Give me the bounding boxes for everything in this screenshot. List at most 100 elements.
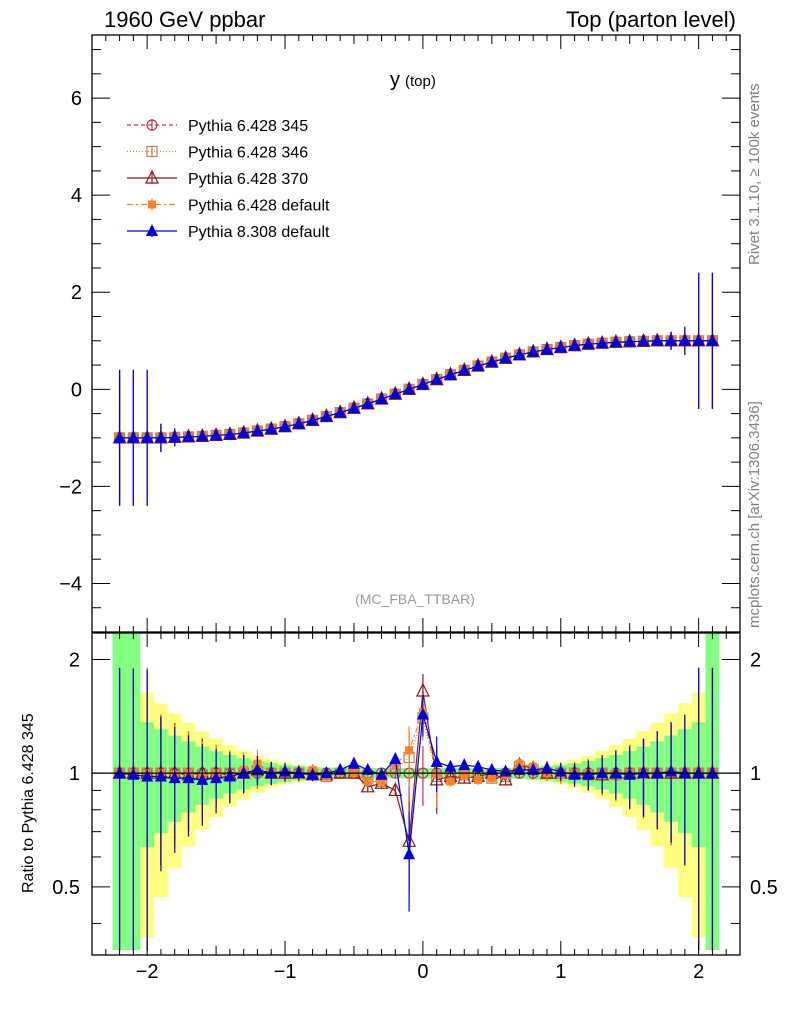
legend-label: Pythia 6.428 346 xyxy=(188,145,308,162)
ratio-point-pythia-8-308-default xyxy=(651,766,664,779)
ratio-y-tick-label: 2 xyxy=(69,649,80,671)
ratio-point-pythia-8-308-default xyxy=(582,767,595,780)
main-line-pythia-8-308-default xyxy=(119,340,713,439)
chart-title: y (top) xyxy=(390,69,436,91)
main-series-layer xyxy=(112,272,720,506)
ratio-point-pythia-8-308-default xyxy=(623,767,636,780)
main-line-pythia-6-428-370 xyxy=(119,340,713,439)
uncertainty-bands xyxy=(112,633,720,951)
ratio-point-pythia-8-308-default xyxy=(472,759,485,772)
main-point-pythia-8-308-default xyxy=(430,372,443,385)
x-tick-label: −2 xyxy=(136,961,159,983)
main-point-pythia-8-308-default xyxy=(596,336,609,349)
main-line-pythia-6-428-346 xyxy=(119,340,713,439)
main-point-pythia-8-308-default xyxy=(513,347,526,360)
legend-label: Pythia 6.428 370 xyxy=(188,171,308,188)
main-point-pythia-8-308-default xyxy=(623,334,636,347)
legend-marker-pythia-6-428-346 xyxy=(146,145,158,158)
x-tick-label: 2 xyxy=(693,961,704,983)
main-point-pythia-8-308-default xyxy=(403,382,416,395)
main-point-pythia-8-308-default xyxy=(609,335,622,348)
ratio-point-pythia-8-308-default xyxy=(251,762,264,775)
ratio-frame xyxy=(91,632,741,956)
main-point-pythia-8-308-default xyxy=(361,396,374,409)
ratio-point-pythia-8-308-default xyxy=(223,769,236,782)
ratio-point-pythia-8-308-default xyxy=(568,767,581,780)
main-point-pythia-8-308-default xyxy=(279,419,292,432)
ratio-point-pythia-8-308-default xyxy=(485,762,498,775)
main-point-pythia-8-308-default xyxy=(141,430,154,443)
ratio-point-pythia-8-308-default xyxy=(334,762,347,775)
ratio-point-pythia-8-308-default xyxy=(361,762,374,775)
main-point-pythia-8-308-default xyxy=(389,387,402,400)
ratio-point-pythia-8-308-default xyxy=(692,766,705,779)
ratio-point-pythia-6-428-default xyxy=(446,777,455,786)
legend-label: Pythia 6.428 345 xyxy=(188,118,308,135)
analysis-watermark: (MC_FBA_TTBAR) xyxy=(355,591,475,607)
chart-title-sub: (top) xyxy=(405,73,436,90)
ratio-point-pythia-8-308-default xyxy=(596,766,609,779)
main-point-pythia-8-308-default xyxy=(665,333,678,346)
main-point-pythia-8-308-default xyxy=(334,405,347,418)
ratio-point-pythia-8-308-default xyxy=(182,771,195,784)
ratio-point-pythia-8-308-default xyxy=(154,769,167,782)
ratio-point-pythia-8-308-default xyxy=(678,766,691,779)
x-tick-label: 1 xyxy=(555,961,566,983)
ratio-y-tick-label: 0.5 xyxy=(52,877,80,899)
main-point-pythia-8-308-default xyxy=(458,363,471,376)
main-point-pythia-8-308-default xyxy=(472,359,485,372)
main-point-pythia-8-308-default xyxy=(706,333,719,346)
main-point-pythia-8-308-default xyxy=(582,337,595,350)
main-point-pythia-8-308-default xyxy=(554,340,567,353)
x-tick-label: 0 xyxy=(417,961,428,983)
main-y-tick-label: 4 xyxy=(71,185,82,207)
legend-marker-pythia-8-308-default xyxy=(146,224,158,236)
main-frame xyxy=(91,34,741,633)
main-y-tick-label: −4 xyxy=(59,573,82,595)
main-point-pythia-8-308-default xyxy=(154,430,167,443)
main-point-pythia-8-308-default xyxy=(320,409,333,422)
ratio-point-pythia-6-428-default xyxy=(405,746,414,755)
ratio-y-tick-label: 1 xyxy=(69,763,80,785)
main-y-tick-label: 2 xyxy=(71,282,82,304)
ratio-point-pythia-8-308-default xyxy=(210,771,223,784)
main-point-pythia-8-308-default xyxy=(375,392,388,405)
main-y-tick-label: 0 xyxy=(71,379,82,401)
main-point-pythia-8-308-default xyxy=(651,333,664,346)
main-point-pythia-8-308-default xyxy=(113,430,126,443)
main-point-pythia-8-308-default xyxy=(182,429,195,442)
ratio-point-pythia-8-308-default xyxy=(513,762,526,775)
main-point-pythia-8-308-default xyxy=(251,424,264,437)
legend-marker-pythia-6-428-default xyxy=(148,200,156,209)
ratio-point-pythia-6-428-default xyxy=(474,775,483,784)
main-y-tick-label: 6 xyxy=(71,88,82,110)
header-left: 1960 GeV ppbar xyxy=(104,7,266,32)
main-point-pythia-8-308-default xyxy=(196,429,209,442)
ratio-point-pythia-8-308-default xyxy=(237,766,250,779)
ratio-point-pythia-8-308-default xyxy=(403,847,416,860)
main-point-pythia-8-308-default xyxy=(568,338,581,351)
ratio-y-tick-label-right: 2 xyxy=(750,649,761,671)
ratio-point-pythia-6-428-370 xyxy=(388,782,403,797)
main-point-pythia-8-308-default xyxy=(127,430,140,443)
main-line-pythia-6-428-default xyxy=(119,340,713,439)
ratio-point-pythia-8-308-default xyxy=(540,761,553,774)
main-point-pythia-8-308-default xyxy=(485,355,498,368)
ratio-point-pythia-6-428-default xyxy=(460,770,469,779)
ratio-point-pythia-8-308-default xyxy=(168,771,181,784)
main-point-pythia-8-308-default xyxy=(678,333,691,346)
ratio-point-pythia-8-308-default xyxy=(430,755,443,768)
legend-label: Pythia 6.428 default xyxy=(188,198,330,215)
main-line-pythia-6-428-345 xyxy=(119,340,713,439)
main-point-pythia-8-308-default xyxy=(237,426,250,438)
x-tick-label: −1 xyxy=(274,961,297,983)
main-point-pythia-8-308-default xyxy=(292,416,305,429)
ratio-point-pythia-6-428-370 xyxy=(360,778,375,793)
axes-layer: −2 −1 0 1 2 −4 −2 0 2 4 6 0.5 0.5 1 1 2 2 xyxy=(52,34,778,983)
ratio-point-pythia-8-308-default xyxy=(375,767,388,780)
ratio-point-pythia-8-308-default xyxy=(196,772,209,785)
ratio-point-pythia-6-428-default xyxy=(391,761,400,770)
ratio-point-pythia-8-308-default xyxy=(706,766,719,779)
ratio-y-tick-label-right: 0.5 xyxy=(750,877,778,899)
legend-label: Pythia 8.308 default xyxy=(188,224,330,241)
